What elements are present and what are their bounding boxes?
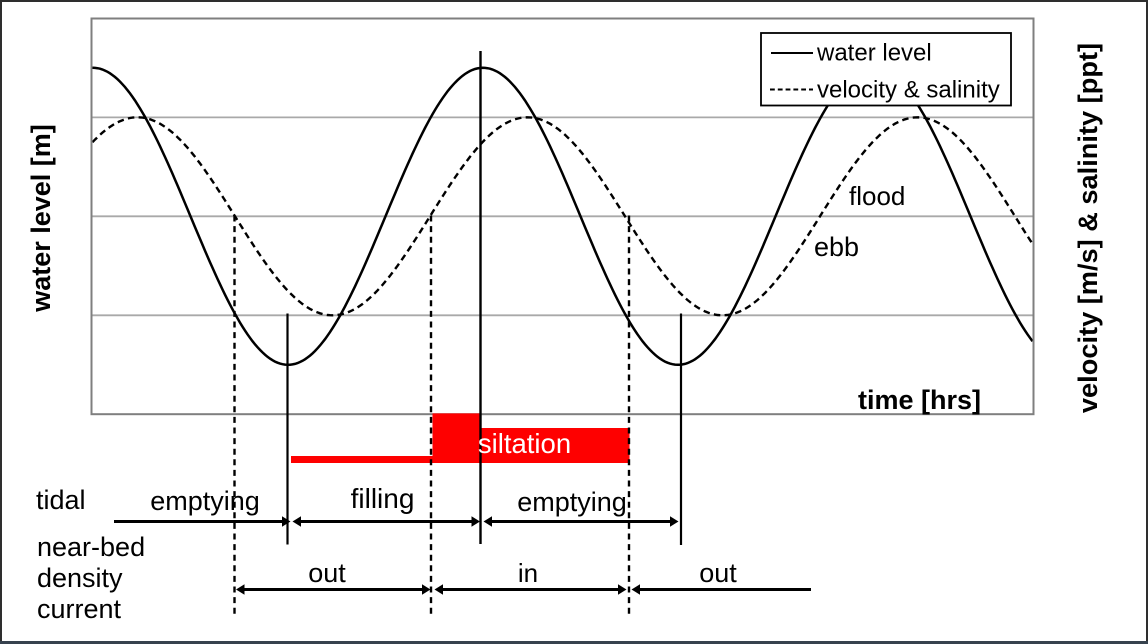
svg-text:near-bed: near-bed: [37, 532, 145, 562]
svg-text:velocity & salinity: velocity & salinity: [817, 77, 1000, 104]
svg-text:emptying: emptying: [517, 487, 627, 517]
svg-text:flood: flood: [849, 181, 905, 211]
svg-text:filling: filling: [351, 483, 415, 514]
svg-text:tidal: tidal: [36, 485, 86, 515]
svg-text:water level [m]: water level [m]: [26, 124, 56, 313]
svg-text:in: in: [518, 558, 538, 588]
svg-text:ebb: ebb: [814, 232, 859, 262]
svg-text:time [hrs]: time [hrs]: [858, 385, 981, 415]
svg-text:emptying: emptying: [150, 486, 260, 516]
svg-text:out: out: [699, 558, 737, 588]
svg-text:siltation: siltation: [478, 428, 571, 459]
svg-text:out: out: [308, 558, 346, 588]
svg-text:current: current: [37, 594, 122, 624]
svg-text:density: density: [37, 563, 123, 593]
svg-text:water level: water level: [816, 40, 932, 67]
svg-text:velocity [m/s] & salinity [ppt: velocity [m/s] & salinity [ppt]: [1072, 43, 1103, 413]
